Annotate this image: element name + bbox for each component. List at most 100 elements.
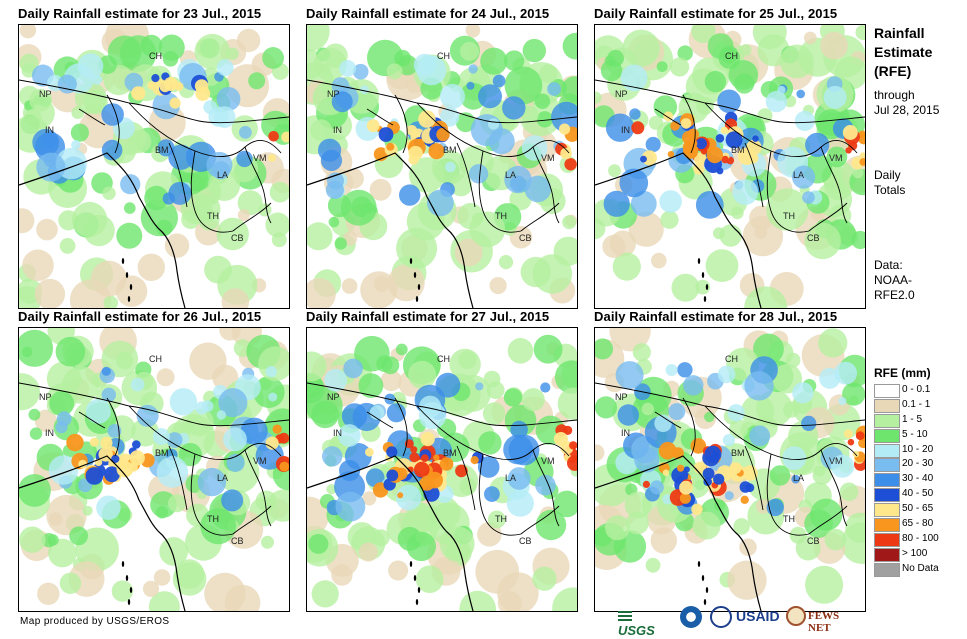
rain-cell (677, 45, 693, 61)
rain-cell (269, 181, 289, 203)
rain-cell (551, 101, 577, 133)
rain-cell (339, 60, 356, 77)
legend-swatch (874, 384, 900, 398)
rain-cell (124, 202, 136, 214)
country-label-np: NP (615, 392, 628, 402)
country-label-la: LA (217, 170, 229, 180)
rain-cell (159, 537, 189, 566)
rain-cell (19, 373, 40, 411)
rain-cell (504, 50, 525, 71)
rain-cell (482, 402, 506, 425)
rain-cell (694, 152, 708, 166)
country-label-cb: CB (231, 536, 244, 546)
country-label-in: IN (333, 125, 342, 135)
usaid-seal-icon (710, 606, 732, 628)
island (703, 296, 707, 302)
country-border (190, 150, 234, 233)
rain-cell (859, 152, 865, 159)
rain-cell (354, 335, 390, 372)
rain-cell (667, 151, 675, 158)
usgs-logo-text: USGS (618, 623, 655, 638)
rain-cell (166, 432, 183, 448)
rain-cell (151, 74, 160, 83)
rain-cell (163, 77, 178, 91)
country-border (704, 405, 858, 460)
rain-cell (408, 360, 437, 389)
rain-cell (459, 590, 496, 611)
rain-cell (455, 112, 476, 133)
rain-cell (554, 360, 577, 394)
daily-totals: Daily Totals (874, 168, 905, 198)
rain-cell (662, 469, 670, 476)
rain-cell (131, 86, 146, 101)
rain-cell (487, 510, 506, 529)
rain-cell (433, 454, 440, 461)
rain-cell (395, 343, 408, 356)
country-border (766, 150, 810, 233)
rain-cell (671, 467, 689, 484)
rain-cell (445, 464, 479, 498)
country-border (820, 146, 848, 224)
rain-cell (552, 587, 577, 611)
rain-cell (366, 119, 380, 133)
island (415, 599, 419, 605)
rain-cell (386, 63, 403, 80)
rain-cell (845, 512, 865, 543)
coastline (307, 455, 474, 611)
rain-cell (679, 492, 691, 504)
rain-cell (848, 141, 858, 151)
rain-cell (439, 457, 454, 471)
rain-cell (47, 534, 59, 546)
country-label-la: LA (793, 473, 805, 483)
rain-cell (307, 351, 327, 382)
country-border (416, 405, 570, 460)
rain-cell (258, 203, 272, 217)
rain-cell (651, 252, 667, 269)
rain-cell (156, 368, 175, 387)
rain-cell (689, 139, 698, 148)
rain-cell (702, 467, 715, 480)
rain-cell (777, 85, 786, 95)
rain-cell (826, 146, 848, 168)
rain-cell (101, 139, 123, 161)
rain-cell (739, 481, 752, 493)
rain-cell (536, 111, 553, 128)
rain-cell (436, 127, 450, 142)
rain-cell (595, 91, 602, 104)
rain-cell (178, 443, 202, 467)
country-label-th: TH (783, 514, 795, 524)
island (125, 575, 129, 581)
rain-cell (236, 28, 261, 53)
rain-cell (195, 401, 209, 415)
rain-cell (540, 382, 551, 393)
rain-cell (497, 591, 522, 611)
legend-label: 80 - 100 (902, 532, 939, 544)
rain-cell (307, 387, 343, 425)
rain-cell (507, 467, 531, 490)
country-label-bm: BM (155, 145, 169, 155)
country-label-cb: CB (231, 233, 244, 243)
rain-cell (204, 572, 246, 611)
rain-cell (744, 286, 788, 308)
rain-cell (522, 38, 546, 63)
rain-cell (567, 455, 577, 471)
rain-cell (671, 273, 700, 302)
rain-cell (55, 336, 86, 367)
rain-cell (804, 222, 841, 260)
rain-cell (631, 121, 645, 135)
rain-cell (193, 195, 221, 223)
country-label-vm: VM (253, 153, 267, 163)
side-title: Rainfall Estimate (RFE) (874, 24, 932, 81)
country-label-cb: CB (519, 233, 532, 243)
rain-cell (265, 365, 277, 378)
rain-cell (779, 44, 814, 79)
island (129, 587, 133, 593)
panel-title: Daily Rainfall estimate for 23 Jul., 201… (18, 6, 262, 21)
country-border (595, 79, 865, 124)
rain-cell (221, 288, 250, 308)
rain-cell (100, 436, 113, 449)
rain-cell (445, 161, 456, 173)
rain-cell (265, 436, 279, 450)
country-border (532, 449, 560, 527)
rain-cell (378, 127, 394, 142)
